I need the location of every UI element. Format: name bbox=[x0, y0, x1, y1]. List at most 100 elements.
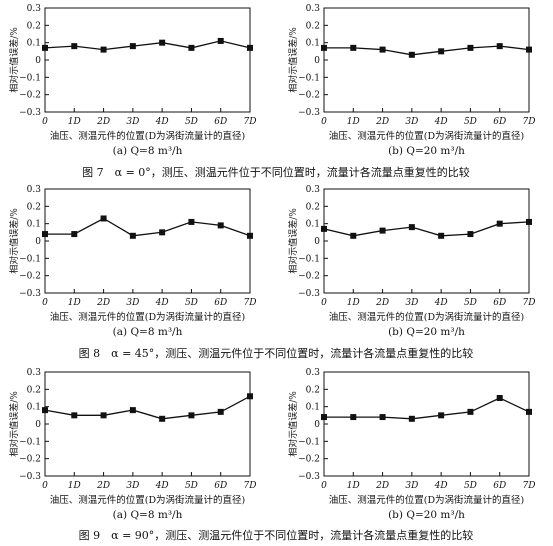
x-tick-label: 3D bbox=[405, 481, 418, 491]
x-tick-label: 2D bbox=[375, 117, 389, 127]
data-point bbox=[217, 37, 224, 44]
data-point bbox=[188, 218, 195, 225]
data-point bbox=[350, 44, 357, 51]
series-line bbox=[323, 221, 530, 237]
data-point bbox=[379, 46, 386, 53]
x-tick-label: 1D bbox=[68, 298, 81, 308]
data-point bbox=[408, 415, 415, 422]
data-point bbox=[496, 43, 503, 50]
data-point bbox=[467, 231, 474, 238]
figure-caption: 图 8 α = 45°，测压、测温元件位于不同位置时，流量计各流量点重复性的比较 bbox=[79, 346, 474, 360]
plot-frame bbox=[44, 188, 251, 294]
series-line bbox=[45, 217, 251, 237]
data-point bbox=[350, 414, 357, 421]
data-point bbox=[438, 412, 445, 419]
data-point bbox=[100, 46, 107, 53]
data-point bbox=[496, 220, 503, 227]
y-tick-label: 0.1 bbox=[27, 39, 41, 49]
x-axis-label: 油压、测温元件的位置(D为涡街流量计的直径) bbox=[329, 494, 525, 506]
data-point bbox=[247, 44, 253, 51]
y-tick-label: −0.3 bbox=[298, 472, 320, 482]
y-axis-label: 相对示值误差/% bbox=[287, 208, 299, 274]
data-point bbox=[42, 231, 48, 238]
x-tick-label: 5D bbox=[464, 481, 477, 491]
data-point bbox=[159, 39, 166, 46]
plot-frame bbox=[44, 371, 251, 477]
y-axis-label: 相对示值误差/% bbox=[8, 391, 20, 457]
y-tick-label: −0.3 bbox=[19, 108, 41, 118]
x-tick-label: 6D bbox=[214, 298, 227, 308]
x-tick-label: 6D bbox=[493, 481, 506, 491]
y-tick-label: −0.3 bbox=[298, 108, 320, 118]
y-tick-label: −0.2 bbox=[19, 455, 41, 465]
y-tick-label: 0.3 bbox=[27, 368, 42, 378]
data-point bbox=[42, 407, 48, 414]
panel-caption: (a) Q=8 m³/h bbox=[113, 509, 183, 521]
data-point bbox=[408, 51, 415, 58]
y-tick-label: 0.1 bbox=[306, 220, 320, 230]
y-tick-label: −0.3 bbox=[298, 289, 320, 299]
data-point bbox=[247, 393, 253, 400]
data-point bbox=[247, 232, 253, 239]
panel-caption: (b) Q=20 m³/h bbox=[388, 326, 465, 338]
panel-caption: (b) Q=20 m³/h bbox=[388, 145, 465, 157]
y-tick-label: −0.1 bbox=[298, 73, 320, 83]
x-tick-label: 5D bbox=[464, 117, 477, 127]
data-point bbox=[526, 218, 532, 225]
series-line bbox=[324, 45, 530, 56]
data-point bbox=[217, 222, 224, 229]
data-point bbox=[159, 415, 166, 422]
x-tick-label: 6D bbox=[493, 298, 506, 308]
x-tick-label: 1D bbox=[347, 298, 360, 308]
data-point bbox=[100, 215, 107, 222]
x-tick-label: 5D bbox=[185, 298, 198, 308]
y-tick-label: 0 bbox=[35, 56, 41, 66]
data-point bbox=[438, 48, 445, 55]
y-tick-label: −0.3 bbox=[19, 289, 41, 299]
x-tick-label: 3D bbox=[126, 298, 139, 308]
x-tick-label: 0 bbox=[321, 481, 327, 491]
data-point bbox=[526, 408, 532, 415]
y-tick-label: −0.2 bbox=[298, 272, 320, 282]
x-tick-label: 6D bbox=[214, 481, 227, 491]
data-point bbox=[321, 414, 327, 421]
x-tick-label: 4D bbox=[155, 481, 169, 491]
y-tick-label: 0.2 bbox=[306, 21, 320, 31]
x-tick-label: 5D bbox=[185, 117, 198, 127]
y-axis-label: 相对示值误差/% bbox=[287, 27, 299, 93]
figure-caption: 图 7 α = 0°，测压、测温元件位于不同位置时，流量计各流量点重复性的比较 bbox=[82, 165, 470, 179]
y-tick-label: 0.1 bbox=[306, 403, 320, 413]
y-tick-label: 0 bbox=[314, 420, 320, 430]
x-tick-label: 2D bbox=[96, 117, 110, 127]
data-point bbox=[159, 229, 166, 236]
y-axis-label: 相对示值误差/% bbox=[287, 391, 299, 457]
data-point bbox=[438, 232, 445, 239]
x-tick-label: 0 bbox=[42, 117, 48, 127]
x-tick-label: 6D bbox=[493, 117, 506, 127]
x-axis-label: 油压、测温元件的位置(D为涡街流量计的直径) bbox=[329, 311, 525, 323]
x-tick-label: 0 bbox=[42, 298, 48, 308]
y-tick-label: 0.3 bbox=[306, 4, 321, 14]
y-tick-label: 0.1 bbox=[27, 220, 41, 230]
y-tick-label: −0.2 bbox=[19, 91, 41, 101]
x-tick-label: 1D bbox=[68, 481, 81, 491]
y-tick-label: −0.2 bbox=[19, 272, 41, 282]
y-tick-label: 0.3 bbox=[306, 185, 321, 195]
x-axis-label: 油压、测温元件的位置(D为涡街流量计的直径) bbox=[329, 130, 525, 142]
y-tick-label: −0.2 bbox=[298, 455, 320, 465]
data-point bbox=[467, 408, 474, 415]
y-tick-label: −0.3 bbox=[19, 472, 41, 482]
x-axis-label: 油压、测温元件的位置(D为涡街流量计的直径) bbox=[50, 311, 246, 323]
x-tick-label: 5D bbox=[464, 298, 477, 308]
y-tick-label: 0.3 bbox=[306, 368, 321, 378]
plot-frame bbox=[323, 188, 530, 294]
data-point bbox=[467, 44, 474, 51]
y-tick-label: 0.2 bbox=[27, 21, 41, 31]
data-point bbox=[188, 44, 195, 51]
y-tick-label: −0.1 bbox=[298, 437, 320, 447]
y-tick-label: −0.1 bbox=[19, 437, 41, 447]
y-tick-label: −0.1 bbox=[19, 254, 41, 264]
panel-caption: (b) Q=20 m³/h bbox=[388, 509, 465, 521]
figure-caption: 图 9 α = 90°，测压、测温元件位于不同位置时，流量计各流量点重复性的比较 bbox=[79, 528, 474, 542]
